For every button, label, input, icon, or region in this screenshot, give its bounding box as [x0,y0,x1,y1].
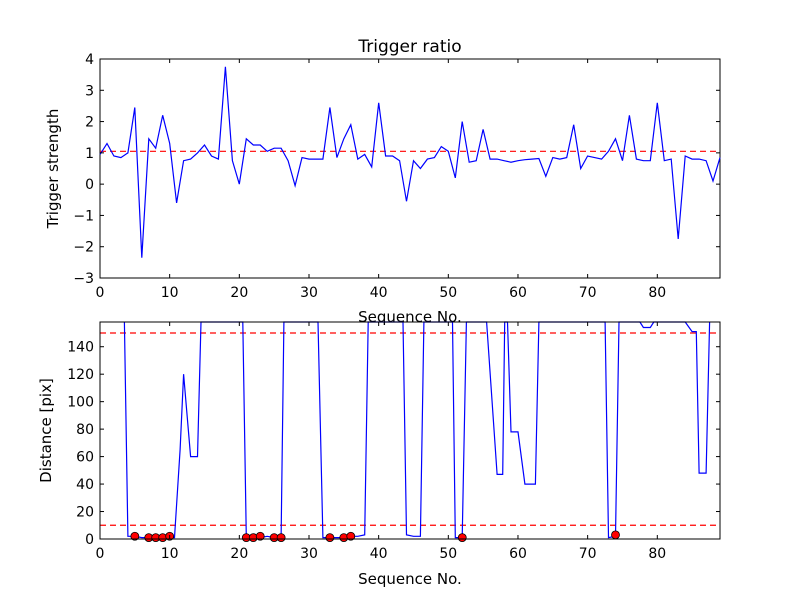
series-lines [123,321,711,539]
y-tick-label: 100 [67,395,94,411]
y-tick-label: 2 [85,115,94,131]
y-tick-label: 140 [67,340,94,356]
x-tick-label: 20 [230,285,248,301]
data-point-marker [276,533,286,543]
x-tick-label: 30 [300,546,318,562]
x-tick-label: 60 [509,285,527,301]
y-tick-label: 0 [85,177,94,193]
y-tick-label: 1 [85,146,94,162]
trigger-ratio-panel: Trigger ratio 0 10 20 30 40 50 60 70 80 −3 −2 −1 0 1… [44,37,721,326]
y-tick-label: 60 [76,450,94,466]
chart-title: Trigger ratio [357,37,461,57]
data-point-marker [457,533,467,543]
y-tick-label: 80 [76,422,94,438]
y-axis-ticks: 0 20 40 60 80 100 120 140 [67,340,720,548]
x-tick-label: 50 [439,285,457,301]
x-tick-label: 70 [579,546,597,562]
x-tick-label: 40 [370,285,388,301]
x-tick-label: 0 [96,546,105,562]
series-line [99,66,721,258]
y-tick-label: 40 [76,477,94,493]
threshold-lines [100,332,720,526]
x-tick-label: 20 [230,546,248,562]
data-point-marker [611,530,620,540]
plot-frame [99,321,721,540]
data-point-marker [255,531,265,541]
x-axis-label: Sequence No. [358,570,462,588]
y-tick-label: 4 [85,52,94,68]
x-tick-label: 10 [161,285,179,301]
y-tick-label: 120 [67,367,94,383]
x-tick-label: 80 [648,285,666,301]
y-axis-ticks: −3 −2 −1 0 1 2 3 4 [73,52,720,287]
y-tick-label: 20 [76,505,94,521]
x-axis-label: Sequence No. [358,308,462,326]
x-tick-label: 60 [509,546,527,562]
series-line [123,321,711,539]
plot-frame [99,58,721,279]
marker-group [130,530,620,543]
x-tick-label: 0 [96,285,105,301]
x-tick-label: 50 [439,546,457,562]
data-point-marker [346,531,356,541]
x-tick-label: 30 [300,285,318,301]
x-axis-ticks: 0 10 20 30 40 50 60 70 80 [96,59,666,301]
data-point-marker [130,531,140,541]
x-tick-label: 80 [648,546,666,562]
y-tick-label: 3 [85,83,94,99]
y-tick-label: 0 [85,532,94,548]
x-tick-label: 40 [370,546,388,562]
x-axis-ticks: 0 10 20 30 40 50 60 70 80 [96,322,666,562]
x-tick-label: 10 [161,546,179,562]
y-axis-label: Distance [pix] [37,378,55,483]
x-tick-label: 70 [579,285,597,301]
y-tick-label: −2 [73,240,94,256]
distance-panel: 0 10 20 30 40 50 60 70 80 0 20 40 60 80 100 120 140 Seq… [37,321,721,588]
y-tick-label: −1 [73,208,94,224]
y-axis-label: Trigger strength [44,109,62,230]
series-lines [99,66,721,258]
data-point-marker [325,533,335,543]
y-tick-label: −3 [73,271,94,287]
